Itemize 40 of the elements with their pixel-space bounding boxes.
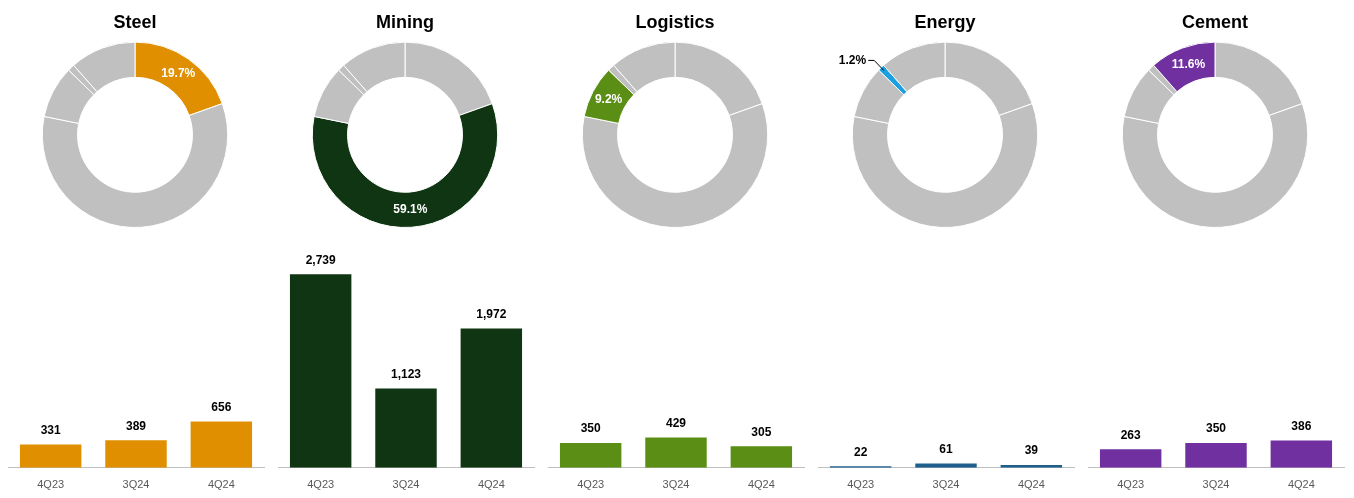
data-label: 1,123: [390, 366, 422, 381]
data-label: 1.2%: [838, 52, 867, 67]
x-tick-label: 3Q24: [662, 478, 690, 491]
data-label: 305: [751, 424, 772, 439]
data-label: 61: [939, 441, 953, 456]
x-tick-label: 4Q23: [847, 478, 875, 491]
data-label: 331: [40, 422, 61, 437]
x-tick-label: 4Q23: [307, 478, 335, 491]
x-tick-label: 4Q24: [477, 478, 505, 491]
x-tick-label: 4Q24: [747, 478, 775, 491]
x-tick-label: 4Q24: [1287, 478, 1315, 491]
data-label: 2,739: [305, 252, 337, 267]
x-tick-label: 4Q23: [577, 478, 605, 491]
chart-title: Logistics: [635, 11, 715, 32]
x-tick-label: 3Q24: [1202, 478, 1230, 491]
chart-title: Energy: [914, 11, 976, 32]
data-label: 350: [580, 421, 601, 436]
data-label: 59.1%: [393, 202, 428, 217]
x-tick-label: 3Q24: [392, 478, 420, 491]
x-tick-label: 4Q24: [207, 478, 235, 491]
x-tick-label: 4Q23: [1117, 478, 1145, 491]
data-label: 11.6%: [1171, 56, 1206, 71]
data-label: 22: [853, 444, 868, 459]
data-label: 19.7%: [161, 65, 196, 80]
data-label: 9.2%: [594, 92, 623, 107]
x-tick-label: 4Q24: [1017, 478, 1045, 491]
chart-title: Cement: [1181, 11, 1249, 32]
data-label: 350: [1205, 421, 1227, 436]
x-tick-label: 4Q23: [37, 478, 65, 491]
data-label: 263: [1120, 427, 1141, 442]
x-tick-label: 3Q24: [932, 478, 960, 491]
data-label: 386: [1291, 418, 1312, 433]
data-label: 429: [665, 415, 687, 430]
chart-title: Steel: [113, 11, 157, 32]
data-label: 39: [1024, 443, 1039, 458]
chart-title: Mining: [376, 11, 434, 32]
data-label: 656: [211, 399, 232, 414]
data-label: 1,972: [476, 306, 507, 321]
x-tick-label: 3Q24: [122, 478, 150, 491]
data-label: 389: [125, 418, 147, 433]
